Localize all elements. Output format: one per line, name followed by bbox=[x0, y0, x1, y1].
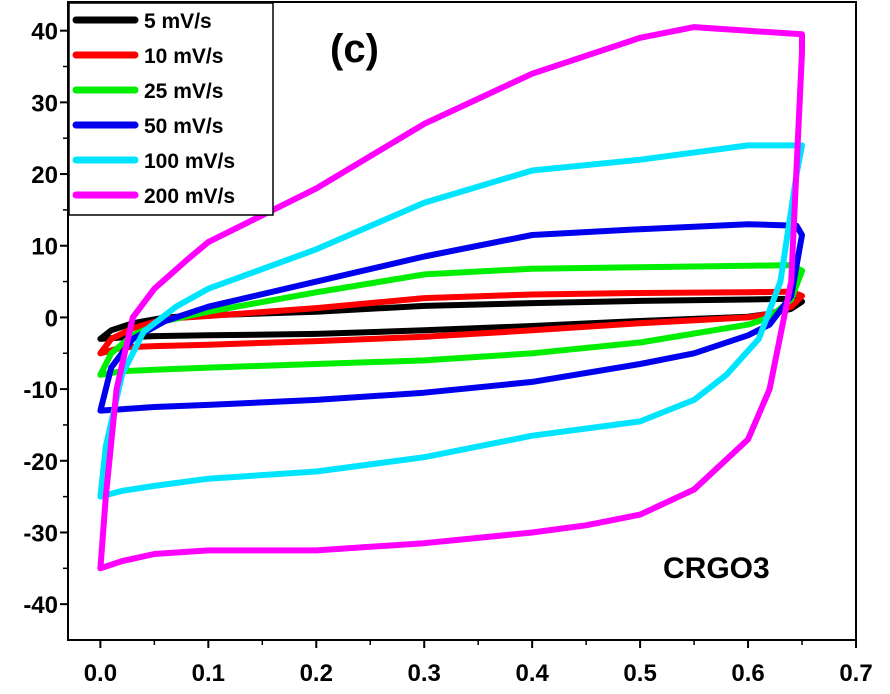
legend-label: 10 mV/s bbox=[144, 45, 223, 68]
y-tick-label: 40 bbox=[31, 19, 58, 46]
legend-entries: 5 mV/s 10 mV/s 25 mV/s 50 mV/s 100 mV/s 200 m… bbox=[72, 10, 235, 208]
x-tick-label: 0.7 bbox=[839, 660, 872, 687]
legend-label: 5 mV/s bbox=[144, 10, 212, 33]
y-tick-label: 20 bbox=[31, 162, 58, 189]
series-curve-6 bbox=[97, 24, 805, 572]
cv-curves bbox=[97, 24, 805, 572]
y-tick-label: -30 bbox=[23, 520, 58, 547]
axis-ticks bbox=[60, 29, 857, 648]
legend-label: 200 mV/s bbox=[144, 185, 235, 208]
plot-frame bbox=[67, 1, 857, 641]
x-tick-label: 0.3 bbox=[408, 660, 441, 687]
panel-label: (c) bbox=[330, 27, 379, 71]
x-tick-label: 0.5 bbox=[623, 660, 656, 687]
legend: 5 mV/s 10 mV/s 25 mV/s 50 mV/s 100 mV/s 200 m… bbox=[68, 2, 274, 216]
legend-label: 25 mV/s bbox=[144, 80, 223, 103]
x-tick-label: 0.1 bbox=[192, 660, 225, 687]
legend-label: 100 mV/s bbox=[144, 150, 235, 173]
x-tick-label: 0.6 bbox=[731, 660, 764, 687]
y-tick-label: -10 bbox=[23, 377, 58, 404]
series-curve-3 bbox=[97, 262, 805, 378]
sample-label: CRGO3 bbox=[663, 552, 770, 585]
series-curve-4 bbox=[97, 221, 805, 414]
x-tick-label: 0.2 bbox=[300, 660, 333, 687]
y-tick-label: -40 bbox=[23, 592, 58, 619]
y-tick-label: -20 bbox=[23, 449, 58, 476]
legend-label: 50 mV/s bbox=[144, 115, 223, 138]
y-tick-label: 0 bbox=[45, 305, 58, 332]
y-tick-label: 10 bbox=[31, 234, 58, 261]
y-tick-label: 30 bbox=[31, 90, 58, 117]
axis-tick-labels: 0.0 0.1 0.2 0.3 0.4 0.5 0.6 0.7 -40 -30 -20 -10 0 10 2… bbox=[23, 19, 872, 687]
x-tick-label: 0.4 bbox=[515, 660, 549, 687]
x-tick-label: 0.0 bbox=[84, 660, 117, 687]
legend-box bbox=[68, 2, 274, 216]
